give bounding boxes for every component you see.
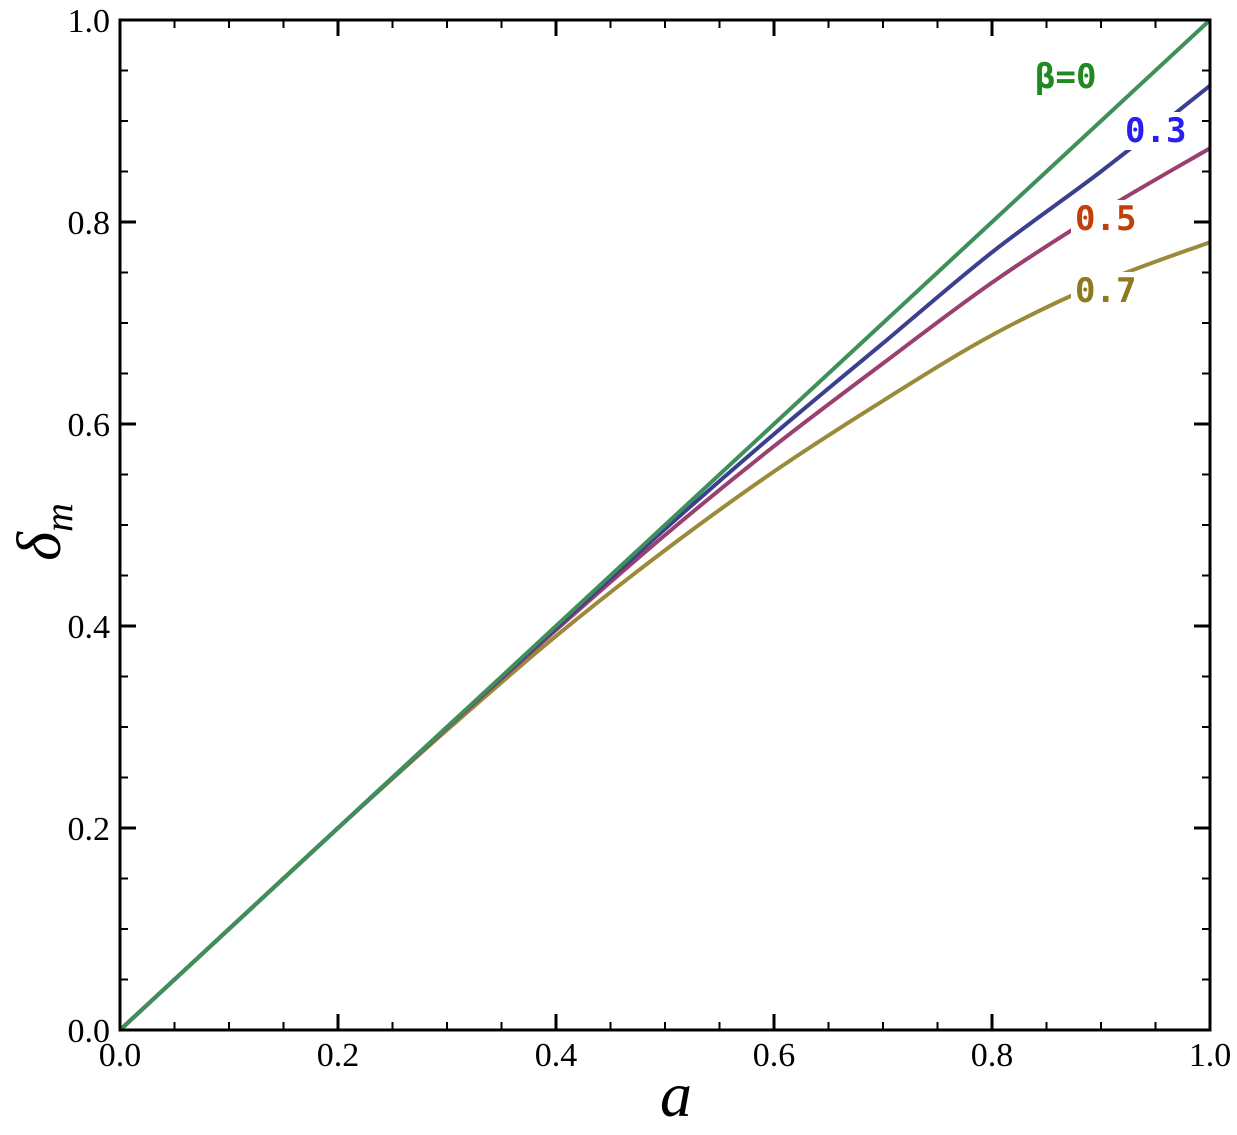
series-line — [118, 240, 1211, 1032]
y-tick-label: 0.6 — [68, 407, 111, 444]
y-tick-label: 0.0 — [68, 1013, 111, 1050]
y-tick-label: 0.4 — [68, 609, 111, 646]
plot-frame — [118, 18, 1212, 1032]
y-tick-label: 0.8 — [68, 205, 111, 242]
curve-labels: β=0 0.3 0.5 0.7 — [1035, 57, 1194, 311]
curve-label-background — [1121, 112, 1194, 150]
y-axis-title-subscript: m — [36, 503, 81, 532]
x-tick-label: 0.4 — [535, 1037, 578, 1074]
y-axis-title: δm — [6, 503, 81, 561]
curve-label-background — [1071, 272, 1144, 310]
y-tick-labels: 0.0 0.2 0.4 0.6 0.8 1.0 — [68, 3, 111, 1050]
curve-label: 0.5 — [1075, 199, 1136, 239]
curve-label-background — [1071, 200, 1144, 238]
x-tick-labels: 0.0 0.2 0.4 0.6 0.8 1.0 — [99, 1037, 1232, 1074]
x-tick-label: 0.8 — [971, 1037, 1014, 1074]
y-tick-label: 0.2 — [68, 811, 111, 848]
curve-label: 0.7 — [1075, 271, 1136, 311]
x-tick-label: 0.2 — [317, 1037, 360, 1074]
y-axis-title-main: δ — [6, 531, 74, 561]
series-line — [118, 18, 1212, 1032]
x-axis-title: a — [660, 1059, 692, 1130]
curve-label: 0.3 — [1125, 111, 1186, 151]
y-tick-label: 1.0 — [68, 3, 111, 40]
x-tick-label: 0.0 — [99, 1037, 142, 1074]
curves — [118, 18, 1212, 1032]
series-line — [118, 84, 1212, 1032]
x-tick-label: 0.6 — [753, 1037, 796, 1074]
x-tick-label: 1.0 — [1189, 1037, 1232, 1074]
curve-label: β=0 — [1035, 57, 1096, 97]
series-line — [118, 146, 1212, 1032]
